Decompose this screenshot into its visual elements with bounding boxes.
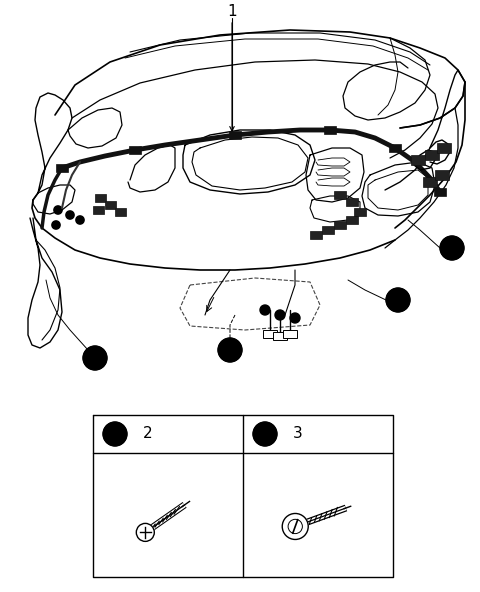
Bar bbox=[354, 208, 366, 216]
Bar bbox=[322, 226, 334, 234]
Circle shape bbox=[66, 211, 74, 219]
Circle shape bbox=[282, 513, 308, 539]
Bar bbox=[334, 221, 346, 229]
Bar bbox=[346, 198, 358, 206]
Circle shape bbox=[103, 422, 127, 446]
Bar bbox=[435, 170, 449, 180]
Bar bbox=[263, 330, 277, 338]
Bar bbox=[389, 144, 401, 152]
Circle shape bbox=[136, 523, 154, 542]
Circle shape bbox=[218, 338, 242, 362]
Bar bbox=[334, 191, 346, 199]
Circle shape bbox=[54, 206, 62, 214]
Bar bbox=[56, 164, 68, 172]
Bar bbox=[310, 231, 322, 239]
Bar bbox=[434, 188, 446, 196]
Text: 1: 1 bbox=[227, 5, 237, 20]
Circle shape bbox=[83, 346, 107, 370]
Text: 2: 2 bbox=[143, 426, 153, 442]
Bar bbox=[425, 150, 439, 160]
Circle shape bbox=[440, 236, 464, 260]
Bar bbox=[95, 194, 106, 202]
Circle shape bbox=[260, 305, 270, 315]
Bar bbox=[93, 206, 104, 214]
Text: a: a bbox=[91, 352, 99, 365]
Bar bbox=[229, 131, 241, 139]
Text: b: b bbox=[226, 343, 234, 356]
Bar bbox=[324, 126, 336, 134]
Bar bbox=[437, 143, 451, 153]
Text: a: a bbox=[448, 242, 456, 255]
Bar bbox=[411, 155, 425, 165]
Bar bbox=[105, 201, 116, 209]
Bar bbox=[423, 177, 437, 187]
Text: 3: 3 bbox=[293, 426, 303, 442]
Circle shape bbox=[275, 310, 285, 320]
Circle shape bbox=[76, 216, 84, 224]
Bar bbox=[115, 208, 126, 216]
Text: b: b bbox=[261, 427, 269, 440]
Circle shape bbox=[253, 422, 277, 446]
Circle shape bbox=[52, 221, 60, 229]
Text: a: a bbox=[111, 427, 119, 440]
Bar bbox=[129, 146, 141, 154]
Bar bbox=[283, 330, 297, 338]
Circle shape bbox=[290, 313, 300, 323]
Text: b: b bbox=[394, 294, 402, 307]
Bar bbox=[346, 216, 358, 224]
Bar bbox=[273, 332, 287, 340]
Circle shape bbox=[386, 288, 410, 312]
